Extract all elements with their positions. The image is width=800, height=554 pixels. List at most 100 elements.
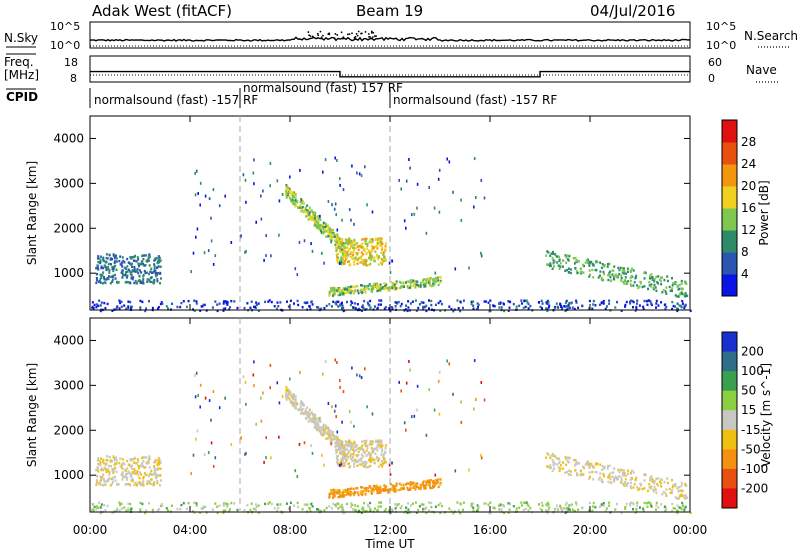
power-point <box>620 279 622 282</box>
velocity-point <box>362 508 365 512</box>
velocity-point <box>330 435 333 438</box>
power-point <box>140 261 143 264</box>
velocity-point <box>253 507 255 511</box>
velocity-point <box>360 453 363 456</box>
power-point <box>338 259 341 262</box>
power-point <box>193 309 196 312</box>
velocity-point <box>507 502 510 505</box>
velocity-point <box>383 461 385 465</box>
power-point <box>131 278 134 281</box>
power-point <box>95 279 98 282</box>
power-point <box>315 216 318 219</box>
velocity-point <box>343 455 346 458</box>
power-point <box>277 305 280 308</box>
power-point <box>121 269 124 272</box>
velocity-point <box>361 506 364 509</box>
nave-tick-high: 60 <box>708 56 722 69</box>
velocity-point <box>650 475 653 478</box>
power-point <box>100 266 103 270</box>
power-point <box>289 299 292 302</box>
velocity-point <box>619 468 622 472</box>
velocity-point <box>406 487 409 490</box>
power-point <box>350 290 353 293</box>
velocity-point <box>333 494 336 498</box>
velocity-point <box>448 507 451 510</box>
power-point <box>281 193 284 196</box>
velocity-point <box>240 436 242 440</box>
velocity-point <box>115 456 117 459</box>
power-point <box>566 258 569 261</box>
velocity-point <box>623 473 626 476</box>
velocity-point <box>570 504 573 507</box>
power-point <box>317 222 320 225</box>
power-point <box>369 262 372 266</box>
velocity-point <box>666 477 669 480</box>
velocity-point <box>327 437 330 440</box>
power-point <box>245 249 247 253</box>
power-point <box>105 266 108 269</box>
velocity-point <box>301 411 304 414</box>
velocity-scatter <box>91 358 692 515</box>
power-point <box>371 240 374 243</box>
velocity-point <box>353 459 356 462</box>
power-point <box>110 275 113 279</box>
velocity-point <box>349 505 352 509</box>
velocity-point <box>141 456 144 459</box>
velocity-point <box>300 412 302 415</box>
velocity-point <box>291 396 294 399</box>
velocity-point <box>678 506 681 509</box>
velocity-point <box>353 462 355 466</box>
velocity-point <box>664 492 667 495</box>
power-point <box>588 273 591 277</box>
velocity-point <box>623 469 625 472</box>
power-point <box>434 271 437 275</box>
power-point <box>367 303 370 306</box>
power-point <box>335 303 338 306</box>
velocity-point <box>657 477 660 480</box>
velocity-point <box>115 459 118 462</box>
velocity-point <box>409 504 412 507</box>
velocity-point <box>662 490 665 494</box>
power-point <box>588 262 591 265</box>
power-point <box>663 278 666 282</box>
velocity-point <box>244 380 247 384</box>
power-point <box>654 286 657 289</box>
velocity-point <box>311 451 314 455</box>
velocity-point <box>99 463 102 467</box>
power-point <box>413 282 416 285</box>
power-point <box>224 307 227 310</box>
velocity-point <box>336 435 339 438</box>
power-point <box>407 306 410 309</box>
power-point <box>331 203 333 207</box>
power-point <box>545 301 548 304</box>
velocity-point <box>333 409 336 413</box>
power-point <box>411 213 413 217</box>
power-point <box>160 277 162 280</box>
power-point <box>146 258 149 262</box>
velocity-point <box>290 401 293 405</box>
power-point <box>317 215 320 218</box>
power-point <box>294 205 297 208</box>
velocity-point <box>354 444 357 447</box>
velocity-point <box>255 503 258 506</box>
power-point <box>107 277 110 281</box>
power-point <box>158 260 161 263</box>
velocity-point <box>653 480 656 483</box>
velocity-point <box>652 490 655 493</box>
velocity-point <box>460 400 462 404</box>
power-point <box>345 256 348 260</box>
power-point <box>376 244 379 247</box>
power-point <box>294 267 297 271</box>
velocity-point <box>655 491 658 494</box>
power-point <box>141 254 144 257</box>
power-point <box>564 301 567 305</box>
velocity-point <box>437 485 440 489</box>
power-point <box>292 202 295 206</box>
velocity-point <box>134 472 137 475</box>
velocity-point <box>328 496 331 499</box>
velocity-point <box>374 507 376 510</box>
velocity-point <box>427 483 430 486</box>
power-point <box>684 292 687 295</box>
power-point <box>644 271 647 275</box>
velocity-point <box>119 457 122 460</box>
